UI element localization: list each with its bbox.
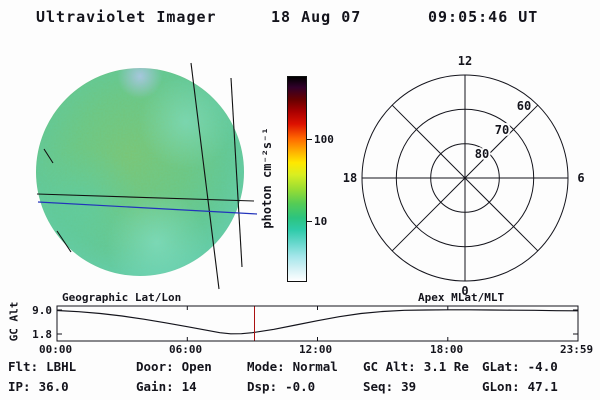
date-label: 18 Aug 07 — [271, 8, 362, 26]
altitude-curve — [56, 309, 578, 335]
mlt-label-6: 6 — [577, 171, 584, 185]
status-ip: IP: 36.0 — [8, 379, 69, 394]
mlt-label-12: 12 — [458, 54, 472, 68]
x-tick-label: 12:00 — [299, 343, 333, 356]
uv-speckle-texture — [37, 69, 243, 275]
time-label: 09:05:46 UT — [428, 8, 539, 26]
polar-labels: 12 18 6 0 60 70 80 — [343, 54, 585, 298]
chart-right-title: Apex MLat/MLT — [418, 291, 505, 304]
mlt-label-0: 0 — [461, 284, 468, 298]
terminator-line — [37, 201, 258, 215]
geo-gridlines — [36, 62, 255, 290]
x-tick-label: 18:00 — [430, 343, 464, 356]
status-gcalt: GC Alt: 3.1 Re — [363, 359, 469, 374]
status-row-2: IP: 36.0 Gain: 14 Dsp: -0.0 Seq: 39 GLon: 47.… — [0, 379, 600, 395]
polar-grid-lines — [361, 74, 569, 282]
status-door: Door: Open — [136, 359, 212, 374]
status-glon: GLon: 47.1 — [482, 379, 558, 394]
status-gain: Gain: 14 — [136, 379, 197, 394]
status-mode: Mode: Normal — [247, 359, 338, 374]
x-tick-label: 00:00 — [39, 343, 73, 356]
chart-frame — [56, 305, 579, 342]
x-tick-label: 23:59 — [560, 343, 594, 356]
status-flt: Flt: LBHL — [8, 359, 77, 374]
x-tick-label: 06:00 — [169, 343, 203, 356]
lat-label-60: 60 — [517, 99, 531, 113]
polar-mlat-mlt-grid: 12 18 6 0 60 70 80 — [343, 54, 585, 298]
colorbar-tick-mark — [307, 221, 312, 222]
axis-ticks — [57, 306, 578, 341]
colorbar-tick-label: 10 — [314, 215, 328, 228]
geo-gridlines-overlay — [36, 62, 258, 290]
y-tick-label: 1.8 — [32, 328, 52, 341]
chart-left-title: Geographic Lat/Lon — [62, 291, 182, 304]
y-tick-label: 9.0 — [32, 304, 52, 317]
app-title: Ultraviolet Imager — [36, 8, 217, 26]
lat-label-70: 70 — [495, 123, 509, 137]
status-glat: GLat: -4.0 — [482, 359, 558, 374]
colorbar-axis-label: photon cm⁻²s⁻¹ — [260, 127, 274, 229]
status-seq: Seq: 39 — [363, 379, 417, 394]
status-dsp: Dsp: -0.0 — [247, 379, 316, 394]
mlt-spoke — [391, 104, 539, 252]
colorbar-tick-label: 100 — [314, 133, 334, 146]
colorbar-tick-mark — [307, 139, 312, 140]
mlt-label-18: 18 — [343, 171, 357, 185]
colorbar-gradient — [287, 76, 307, 282]
altitude-strip-chart — [56, 305, 579, 342]
status-row-1: Flt: LBHL Door: Open Mode: Normal GC Alt: 3.… — [0, 359, 600, 375]
lat-label-80: 80 — [475, 147, 489, 161]
